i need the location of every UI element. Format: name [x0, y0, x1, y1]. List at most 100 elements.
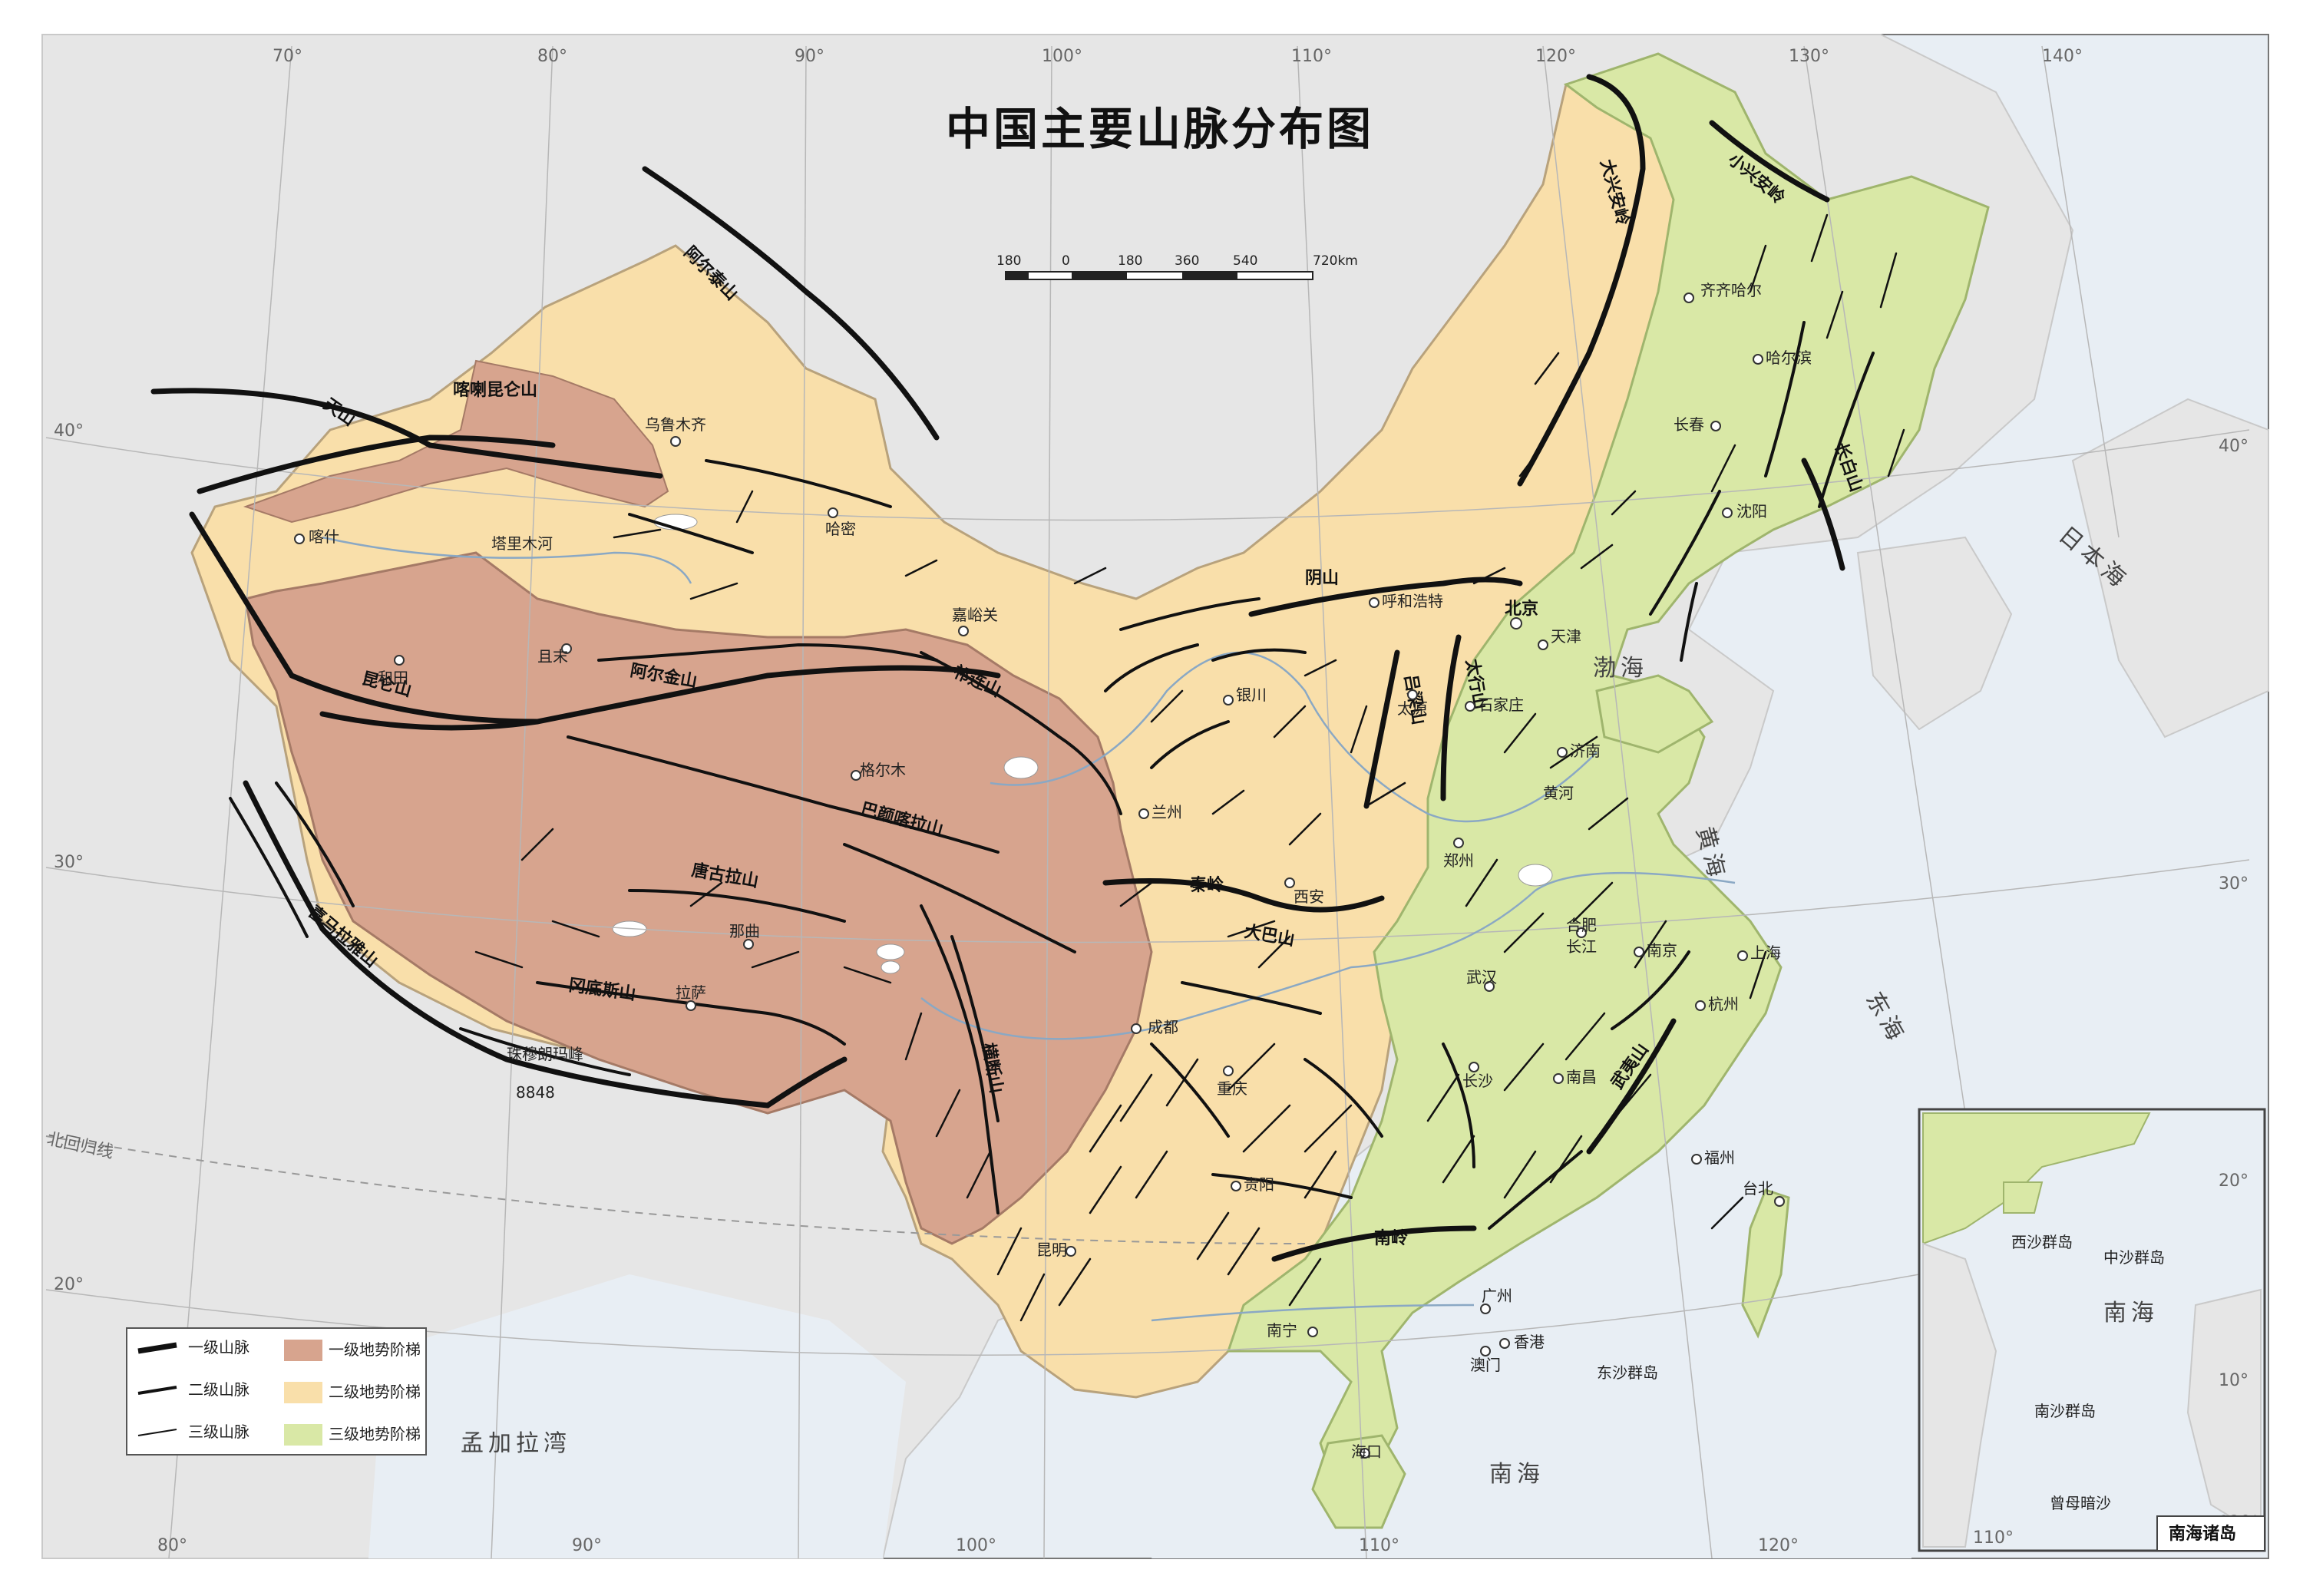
- city-label: 长春: [1674, 415, 1704, 434]
- scale-tick: 360: [1175, 253, 1199, 269]
- legend-label: 二级地势阶梯: [329, 1383, 421, 1401]
- lat-label: 40°: [2219, 437, 2248, 456]
- inset-sea-label: 南海: [2103, 1300, 2159, 1327]
- lon-label: 80°: [537, 47, 567, 66]
- legend-label: 二级山脉: [188, 1380, 249, 1399]
- lon-label: 110°: [1291, 47, 1332, 66]
- city-label: 杭州: [1708, 995, 1739, 1013]
- primary-mountain-ranges: [150, 74, 1845, 1262]
- city-label: 天津: [1551, 627, 1581, 646]
- taiwan-island: [1741, 1188, 1790, 1339]
- legend-label: 一级地势阶梯: [329, 1340, 421, 1359]
- city-label: 广州: [1482, 1287, 1512, 1305]
- scale-tick: 180: [996, 253, 1021, 269]
- lvliang-range-line: [1363, 649, 1400, 809]
- longitude-labels-top: 70° 80° 90° 100° 110° 120° 130° 140°: [273, 47, 2083, 66]
- city-label: 沈阳: [1736, 502, 1767, 520]
- city-label: 和田: [378, 669, 408, 687]
- city-label: 南宁: [1267, 1321, 1297, 1340]
- city-label: 武汉: [1466, 968, 1497, 986]
- city-label: 福州: [1704, 1148, 1735, 1167]
- everest-height: 8848: [516, 1083, 555, 1102]
- sea-label-bohai: 渤海: [1593, 655, 1648, 682]
- lon-label: 120°: [1758, 1536, 1799, 1555]
- city-label: 齐齐哈尔: [1700, 281, 1762, 299]
- xiaoxinganling-range-line: [1709, 120, 1830, 203]
- inset-label-zhongsha: 中沙群岛: [2103, 1248, 2165, 1267]
- city-label: 贵阳: [1244, 1175, 1274, 1194]
- river-label-tarim: 塔里木河: [491, 534, 553, 553]
- sea-label-bengal: 孟加拉湾: [461, 1430, 571, 1457]
- taihu-lake: [1518, 864, 1553, 887]
- city-label: 西安: [1294, 887, 1324, 906]
- city-label: 乌鲁木齐: [645, 415, 706, 434]
- mountain-label-nanling: 南岭: [1374, 1228, 1408, 1248]
- tianshan-high-terrain: [243, 359, 669, 524]
- lon-label: 80°: [157, 1536, 187, 1555]
- lon-label: 70°: [273, 47, 302, 66]
- city-label: 石家庄: [1478, 696, 1524, 714]
- tertiary-mountain-ranges: [474, 213, 1905, 1322]
- longitude-labels-bottom: 80° 90° 100° 110° 120°: [157, 1536, 1799, 1555]
- city-label: 喀什: [309, 527, 339, 546]
- qinling-range-line: [1102, 878, 1385, 913]
- scale-bar: 180 0 180 360 540 720km: [996, 253, 1358, 280]
- secondary-mountain-ranges: [229, 321, 1875, 1230]
- city-label: 银川: [1236, 686, 1267, 704]
- city-label: 台北: [1743, 1179, 1773, 1198]
- city-label: 哈密: [825, 520, 856, 538]
- mountain-label-qinling: 秦岭: [1189, 875, 1224, 895]
- city-label: 昆明: [1036, 1241, 1067, 1259]
- inset-tick: 20°: [2219, 1171, 2248, 1191]
- city-label: 哈尔滨: [1766, 349, 1812, 367]
- city-label: 拉萨: [676, 983, 706, 1002]
- nanling-range-line: [1271, 1225, 1477, 1262]
- city-label: 济南: [1570, 742, 1601, 760]
- kunlun-range-line-2: [319, 711, 540, 731]
- city-label: 呼和浩特: [1382, 592, 1443, 610]
- city-label: 上海: [1750, 943, 1781, 962]
- lon-label: 100°: [956, 1536, 996, 1555]
- city-label: 格尔木: [860, 761, 906, 779]
- tropic-line: [45, 1135, 1306, 1244]
- graticule: [45, 45, 2250, 1559]
- river-label-yellow: 黄河: [1543, 784, 1574, 802]
- legend: 一级山脉 一级地势阶梯 二级山脉 二级地势阶梯 三级山脉 三级地势阶梯: [126, 1327, 427, 1456]
- city-label: 且末: [537, 647, 568, 666]
- korea-japan-land: [1856, 398, 2269, 739]
- scale-tick: 720km: [1313, 253, 1358, 269]
- lon-label: 110°: [1359, 1536, 1399, 1555]
- city-label: 合肥: [1566, 916, 1597, 934]
- city-label: 重庆: [1217, 1079, 1247, 1098]
- shandong-peninsula: [1595, 674, 1714, 754]
- inset-label-nansha: 南沙群岛: [2034, 1402, 2096, 1420]
- lon-label: 100°: [1042, 47, 1082, 66]
- himalaya-range-line: [243, 780, 848, 1109]
- inset-tick: 110°: [1973, 1528, 2014, 1548]
- city-label: 北京: [1505, 599, 1538, 619]
- scale-tick: 540: [1233, 253, 1257, 269]
- bengal-water: [368, 1274, 906, 1558]
- qinghai-lake: [1003, 756, 1039, 779]
- inset-label-zengmu: 曾母暗沙: [2050, 1494, 2111, 1512]
- city-label: 那曲: [729, 922, 760, 940]
- island-label-dongsha: 东沙群岛: [1597, 1363, 1658, 1382]
- city-label: 澳门: [1470, 1356, 1501, 1374]
- inset-title: 南海诸岛: [2169, 1524, 2236, 1544]
- wuyi-range-line: [1586, 1018, 1677, 1155]
- hainan-island: [1311, 1434, 1406, 1529]
- plateau-lake: [876, 943, 905, 960]
- city-label: 太原: [1397, 699, 1428, 718]
- inset-label-xisha: 西沙群岛: [2011, 1233, 2073, 1251]
- mountain-label-karakoram: 喀喇昆仑山: [453, 380, 537, 400]
- tianshan-range-line-2: [197, 435, 556, 494]
- lat-label: 30°: [2219, 874, 2248, 894]
- city-label: 成都: [1148, 1018, 1178, 1036]
- city-labels: 乌鲁木齐 哈密 喀什 和田 且末 嘉峪关 格尔木 银川 呼和浩特 北京 天津 石…: [309, 281, 1812, 1461]
- daxinganling-range-line: [1517, 74, 1646, 487]
- legend-label: 一级山脉: [188, 1338, 249, 1356]
- river-label-yangtze: 长江: [1566, 937, 1597, 956]
- inset-tick: 10°: [2219, 1371, 2248, 1390]
- city-markers: [294, 292, 1785, 1459]
- city-label: 南昌: [1566, 1068, 1597, 1086]
